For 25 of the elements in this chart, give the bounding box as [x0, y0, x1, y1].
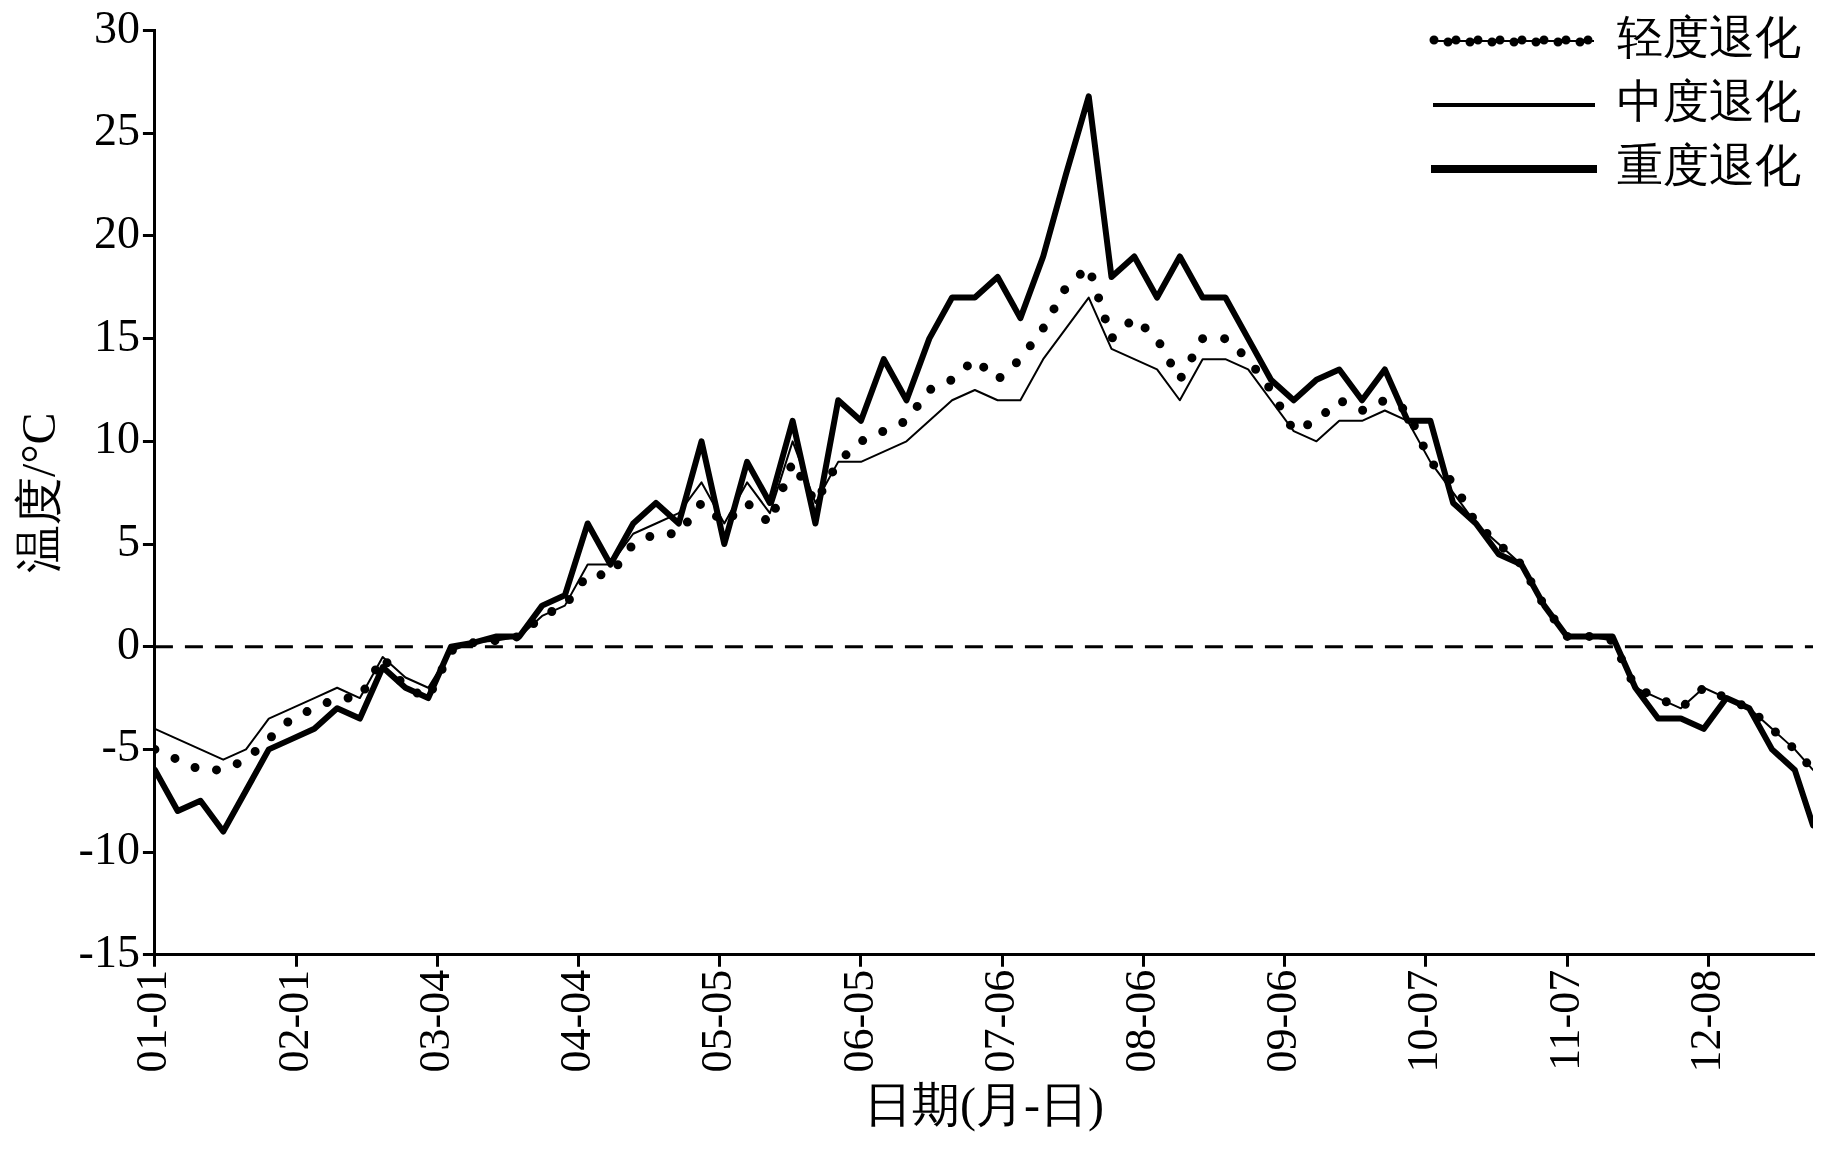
- x-tick-label: 08-06: [1115, 969, 1165, 1073]
- x-tick-label: 10-07: [1398, 969, 1448, 1073]
- legend-label: 重度退化: [1617, 140, 1801, 192]
- y-tick-label: 20: [93, 207, 140, 259]
- y-tick-label: 0: [116, 617, 140, 669]
- x-tick-label: 12-08: [1680, 969, 1730, 1073]
- legend-label: 轻度退化: [1617, 12, 1801, 64]
- y-tick-label: 25: [93, 104, 140, 156]
- x-tick-label: 04-04: [551, 969, 601, 1073]
- y-tick-label: 30: [93, 1, 140, 53]
- x-tick-label: 03-04: [409, 969, 459, 1073]
- y-tick-label: 10: [93, 412, 140, 464]
- x-axis-title: 日期(月-日): [863, 1077, 1104, 1132]
- legend-label: 中度退化: [1617, 76, 1801, 128]
- y-axis-title: 温度/°C: [12, 412, 66, 573]
- x-tick-label: 05-05: [692, 969, 742, 1073]
- x-tick-label: 06-05: [833, 969, 883, 1073]
- x-tick-label: 11-07: [1539, 969, 1589, 1071]
- x-tick-label: 07-06: [974, 969, 1024, 1073]
- x-tick-label: 09-06: [1257, 969, 1307, 1073]
- y-tick-label: -5: [101, 720, 140, 772]
- y-tick-label: 15: [93, 309, 140, 361]
- x-tick-label: 02-01: [268, 969, 318, 1073]
- y-tick-label: 5: [116, 515, 140, 567]
- y-tick-label: -10: [78, 823, 140, 875]
